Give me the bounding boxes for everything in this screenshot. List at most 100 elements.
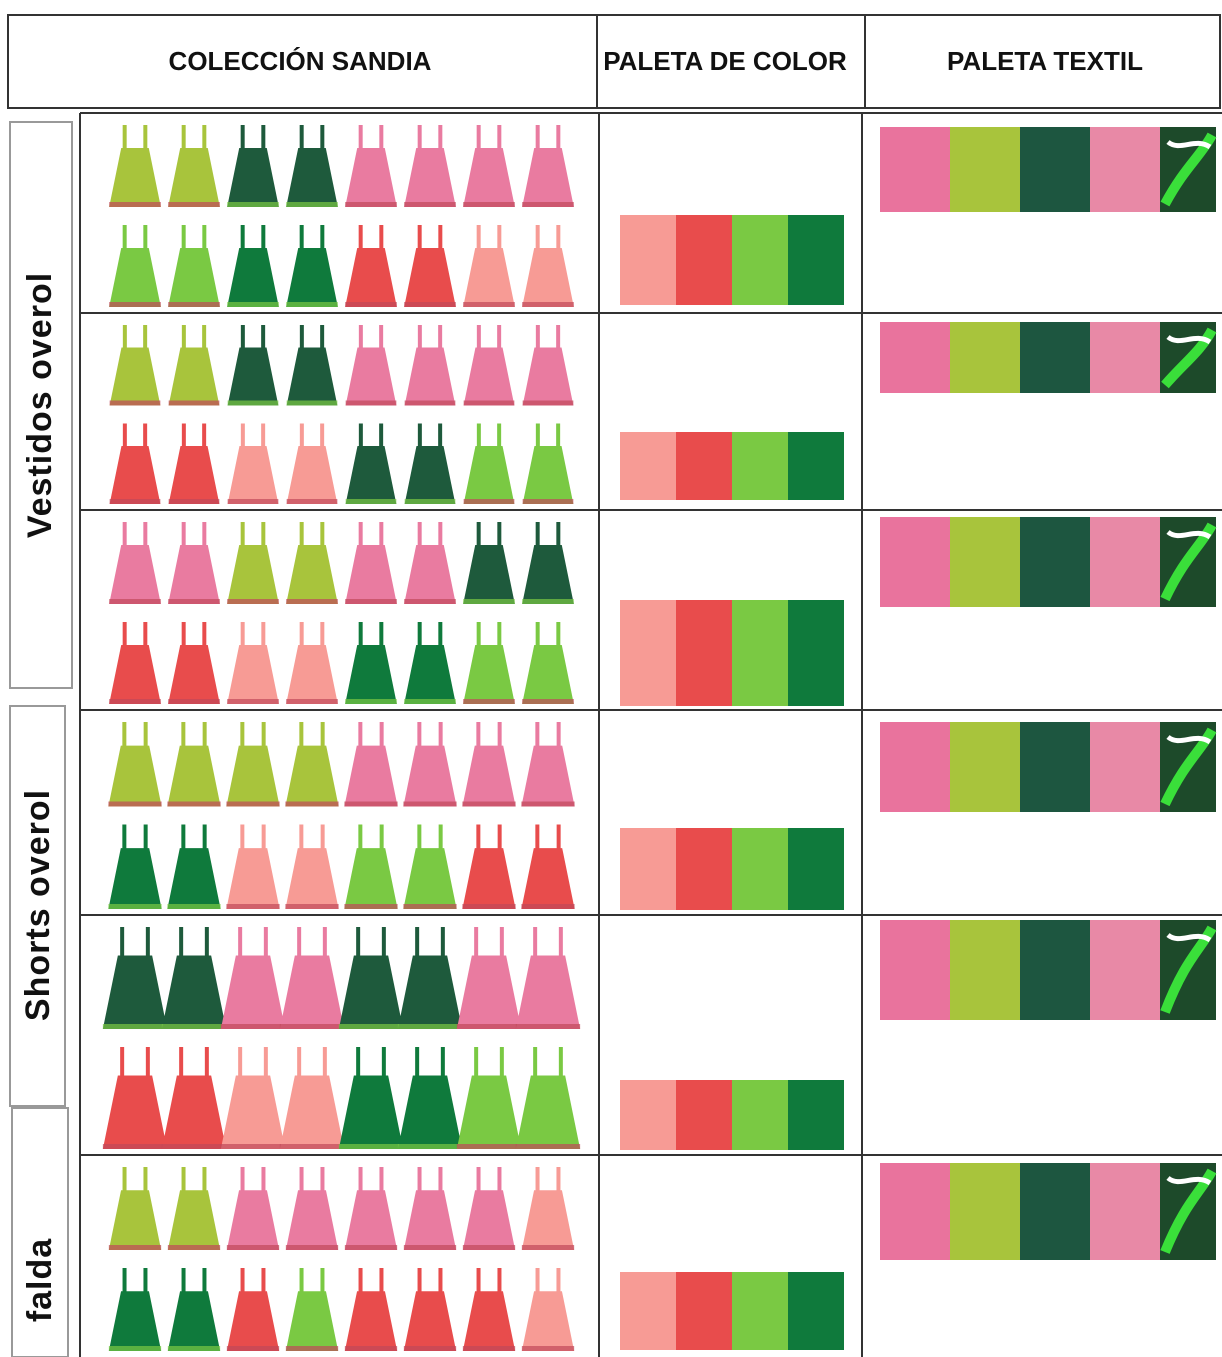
textile-swatch: [880, 127, 950, 212]
garment: [462, 1291, 516, 1351]
textile-swatch: [880, 722, 950, 812]
textile-swatch: [950, 920, 1020, 1020]
color-swatch: [732, 600, 788, 706]
garment-hem: [168, 302, 220, 307]
textile-swatch: [1090, 722, 1160, 812]
textile-print-pattern: [1166, 139, 1212, 150]
garment-hem: [226, 801, 280, 807]
garment: [109, 544, 161, 604]
garment: [404, 347, 456, 406]
textile-print-pattern: [1160, 522, 1217, 602]
side-box: [11, 1107, 69, 1357]
garment-hem: [404, 302, 456, 307]
garment-hem: [102, 1024, 168, 1029]
garment: [227, 544, 279, 604]
garment-straps: [476, 325, 502, 350]
garment-hem: [167, 1245, 221, 1250]
garment-hem: [522, 599, 574, 604]
textile-print-pattern: [1166, 734, 1212, 745]
textile-print-pattern: [1161, 327, 1217, 389]
color-swatch: [788, 828, 844, 910]
side-box: [9, 705, 66, 1107]
garment-hem: [168, 499, 220, 504]
garment: [108, 848, 162, 909]
garment-straps: [535, 722, 561, 748]
header-box: [7, 14, 1221, 109]
garment-hem: [286, 202, 338, 207]
textile-swatch: [880, 322, 950, 393]
garment: [338, 1075, 404, 1149]
textile-swatch: [950, 322, 1020, 393]
garment: [279, 1075, 345, 1149]
garment: [403, 848, 457, 909]
garment-straps: [476, 522, 502, 547]
garment-straps: [299, 125, 325, 150]
color-swatch: [732, 1080, 788, 1150]
textile-swatch: [1090, 1163, 1160, 1260]
garment-hem: [286, 699, 338, 704]
garment: [345, 247, 397, 307]
garment: [522, 446, 574, 504]
garment: [286, 147, 338, 207]
garment: [521, 848, 575, 909]
garment-straps: [299, 622, 325, 647]
garment: [226, 745, 280, 807]
garment-hem: [109, 400, 161, 406]
garment-straps: [358, 423, 384, 448]
garment: [344, 745, 398, 807]
garment-hem: [227, 599, 279, 604]
garment: [168, 147, 220, 207]
garment-hem: [345, 202, 397, 207]
garment-hem: [522, 302, 574, 307]
textile-swatch: [1020, 1163, 1090, 1260]
garment-hem: [404, 202, 456, 207]
textile-swatch: [1090, 920, 1160, 1020]
garment-hem: [521, 1245, 575, 1250]
garment-hem: [344, 904, 398, 909]
garment-straps: [181, 325, 207, 350]
garment-straps: [299, 824, 325, 850]
header-title: COLECCIÓN SANDIA: [169, 46, 432, 76]
garment: [102, 1075, 168, 1149]
garment: [345, 446, 397, 504]
garment-hem: [463, 699, 515, 704]
garment: [462, 848, 516, 909]
textile-swatch: [880, 1163, 950, 1260]
garment-hem: [397, 1144, 463, 1149]
garment-hem: [227, 400, 279, 406]
garment: [403, 1291, 457, 1351]
garment-hem: [522, 400, 574, 406]
garment-hem: [109, 599, 161, 604]
garment-hem: [108, 904, 162, 909]
garment-straps: [122, 225, 148, 250]
garment: [522, 347, 574, 406]
textile-swatch: [1020, 127, 1090, 212]
garment-hem: [109, 499, 161, 504]
garment-hem: [345, 499, 397, 504]
garment-hem: [338, 1024, 404, 1029]
garment-hem: [403, 1245, 457, 1250]
garment: [522, 544, 574, 604]
garment: [108, 1190, 162, 1250]
garment-hem: [286, 400, 338, 406]
garment-hem: [515, 1024, 581, 1029]
garment: [403, 1190, 457, 1250]
garment-hem: [345, 302, 397, 307]
garment-straps: [181, 423, 207, 448]
garment: [286, 247, 338, 307]
garment-straps: [181, 522, 207, 547]
garment-straps: [238, 927, 268, 958]
garment: [220, 1075, 286, 1149]
garment-hem: [167, 801, 221, 807]
garment-straps: [299, 522, 325, 547]
garment: [456, 955, 522, 1029]
garment-straps: [297, 927, 327, 958]
garment: [345, 644, 397, 704]
garment-straps: [122, 522, 148, 547]
garment-straps: [297, 1047, 327, 1078]
garment: [521, 1291, 575, 1351]
group-label: Shorts overol: [19, 789, 57, 1021]
artwork: [102, 125, 1217, 1351]
garment-hem: [227, 302, 279, 307]
